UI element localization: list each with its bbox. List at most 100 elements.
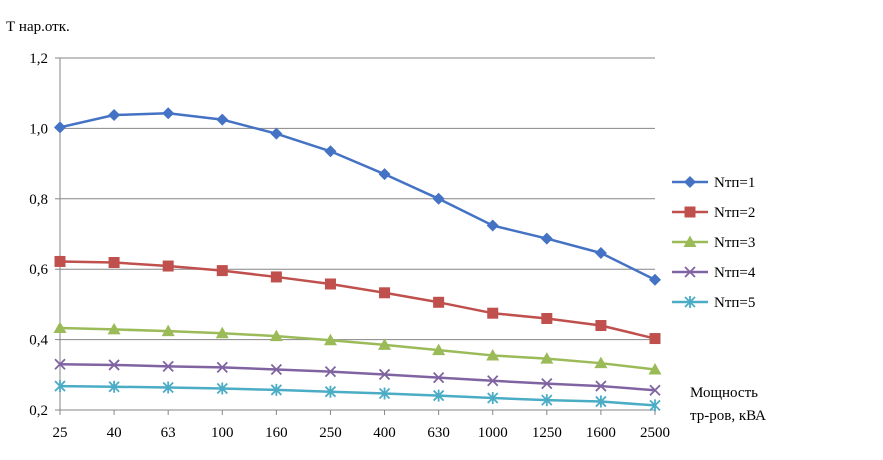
data-point-marker xyxy=(162,107,175,120)
data-point-marker xyxy=(595,320,607,332)
legend-marker xyxy=(683,235,697,247)
data-point-marker xyxy=(162,360,174,372)
data-point-marker xyxy=(595,395,607,408)
data-point-marker xyxy=(108,257,120,269)
legend-marker xyxy=(684,266,696,278)
data-point-marker xyxy=(324,365,337,378)
series-line xyxy=(59,362,656,392)
legend-marker xyxy=(684,206,696,218)
data-point-marker xyxy=(215,326,229,339)
legend-label: Nтп=5 xyxy=(714,295,755,311)
x-tick-label: 400 xyxy=(373,425,396,441)
data-point-marker xyxy=(54,255,66,267)
data-point-marker xyxy=(541,377,553,390)
legend-item: Nтп=1 xyxy=(672,175,755,191)
legend: Nтп=1 Nтп=2 Nтп=3 Nтп=4 Nтп=5 xyxy=(672,175,756,311)
y-tick-label: 0,2 xyxy=(29,403,48,419)
data-point-marker xyxy=(433,296,445,308)
data-point-marker xyxy=(162,260,174,272)
data-point-marker xyxy=(487,375,499,387)
x-tick-labels: 25 40 63 100 160 250 400 630 1000 1250 1600 2500 xyxy=(53,425,671,441)
data-point-marker xyxy=(53,321,67,333)
x-tick-label: 250 xyxy=(319,425,342,441)
series-line xyxy=(59,260,656,340)
legend-label: Nтп=3 xyxy=(714,235,755,251)
data-point-marker xyxy=(432,371,445,384)
data-point-marker xyxy=(594,247,607,260)
data-point-marker xyxy=(594,356,608,369)
data-point-marker xyxy=(270,383,283,396)
data-point-marker xyxy=(595,380,607,392)
data-point-marker xyxy=(649,384,661,396)
legend-label: Nтп=2 xyxy=(714,205,755,221)
legend-marker xyxy=(684,296,696,308)
data-point-marker xyxy=(649,399,661,412)
data-point-marker xyxy=(107,322,121,335)
data-point-marker xyxy=(378,338,392,350)
data-point-marker xyxy=(487,307,499,319)
legend-item: Nтп=2 xyxy=(672,205,755,221)
data-point-marker xyxy=(648,363,662,375)
data-point-marker xyxy=(378,387,391,400)
x-tick-label: 100 xyxy=(211,425,234,441)
y-tick-label: 0,8 xyxy=(29,192,48,208)
data-point-marker xyxy=(540,232,553,245)
data-point-marker xyxy=(324,385,337,398)
data-point-marker xyxy=(162,381,174,394)
series-line xyxy=(59,384,656,407)
y-tick-label: 0,4 xyxy=(29,333,48,349)
y-tick-labels: 0,2 0,4 0,6 0,8 1,0 1,2 xyxy=(29,51,48,419)
data-point-marker xyxy=(324,145,337,158)
x-tick-label: 25 xyxy=(53,425,68,441)
data-point-marker xyxy=(216,113,229,126)
data-point-marker xyxy=(216,361,228,374)
series-1 xyxy=(54,107,661,286)
data-point-marker xyxy=(379,287,391,299)
x-tick-label: 1000 xyxy=(478,425,508,441)
data-point-marker xyxy=(649,333,661,345)
data-point-marker xyxy=(216,382,228,395)
series-2 xyxy=(54,255,661,345)
x-tick-label: 630 xyxy=(427,425,450,441)
data-point-marker xyxy=(432,343,446,356)
series-3 xyxy=(53,321,662,375)
legend-marker xyxy=(684,176,696,188)
data-point-marker xyxy=(541,394,553,407)
data-point-marker xyxy=(54,380,66,393)
legend-item: Nтп=4 xyxy=(672,265,756,281)
data-point-marker xyxy=(270,127,283,140)
data-point-marker xyxy=(378,368,391,381)
y-tick-label: 1,0 xyxy=(29,121,48,137)
x-tick-label: 1250 xyxy=(532,425,562,441)
data-point-marker xyxy=(270,271,282,283)
data-point-marker xyxy=(649,273,661,286)
legend-label: Nтп=1 xyxy=(714,175,755,191)
data-point-marker xyxy=(108,359,120,371)
data-point-marker xyxy=(486,348,500,361)
axes xyxy=(59,58,655,411)
x-tick-label: 1600 xyxy=(586,425,616,441)
data-point-marker xyxy=(54,358,66,370)
legend-item: Nтп=3 xyxy=(672,235,755,251)
data-point-marker xyxy=(161,324,175,337)
series-lines xyxy=(53,107,662,412)
data-point-marker xyxy=(269,329,283,342)
x-tick-label: 63 xyxy=(161,425,176,441)
gridlines xyxy=(55,57,656,415)
y-axis-title: Т нар.отк. xyxy=(6,19,70,35)
x-axis-title-line2: тр-ров, кВА xyxy=(690,408,766,424)
x-tick-label: 40 xyxy=(107,425,122,441)
data-point-marker xyxy=(270,363,283,376)
legend-item: Nтп=5 xyxy=(672,295,755,311)
x-axis-title-line1: Мощность xyxy=(690,385,758,401)
x-tick-label: 2500 xyxy=(640,425,670,441)
data-point-marker xyxy=(323,333,337,346)
data-point-marker xyxy=(541,312,553,324)
series-4 xyxy=(54,358,661,396)
series-5 xyxy=(54,380,661,412)
data-point-marker xyxy=(432,389,445,402)
y-tick-label: 1,2 xyxy=(29,51,48,67)
series-line xyxy=(59,112,656,281)
data-point-marker xyxy=(324,278,336,290)
